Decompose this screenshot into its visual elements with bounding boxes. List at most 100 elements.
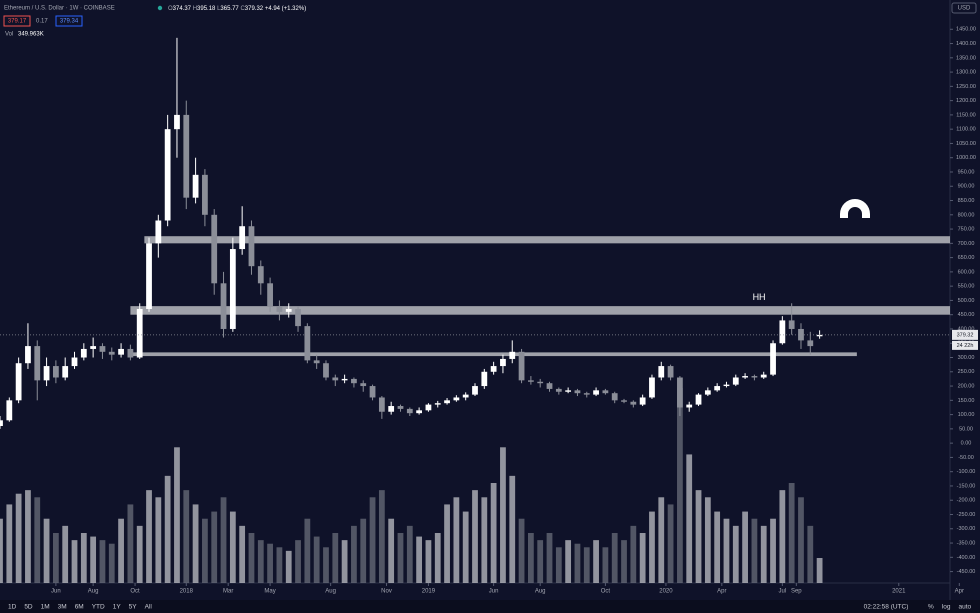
candle-body bbox=[257, 266, 264, 284]
volume-bar bbox=[239, 525, 246, 583]
candle-body bbox=[527, 380, 534, 382]
volume-bar bbox=[723, 518, 730, 583]
range-button[interactable]: All bbox=[145, 604, 153, 611]
volume-bar bbox=[574, 543, 581, 583]
range-button[interactable]: 5Y bbox=[129, 604, 138, 611]
volume-bar bbox=[351, 525, 357, 583]
candle-body bbox=[555, 388, 562, 392]
candle-body bbox=[537, 381, 544, 384]
candle-body bbox=[295, 308, 301, 327]
y-tick-label: -50.00 bbox=[958, 455, 974, 461]
candle-body bbox=[313, 360, 320, 364]
sell-box[interactable] bbox=[3, 15, 31, 27]
candle-body bbox=[108, 351, 115, 355]
range-button[interactable]: 1Y bbox=[113, 604, 122, 611]
y-tick-label: 1150.00 bbox=[956, 112, 975, 118]
y-tick-label: -250.00 bbox=[957, 512, 976, 518]
volume-bar bbox=[62, 525, 69, 583]
volume-bar bbox=[146, 490, 152, 583]
x-tick-label: Jun bbox=[489, 589, 499, 595]
range-button[interactable]: YTD bbox=[92, 604, 105, 611]
volume-bar bbox=[751, 518, 758, 583]
volume-bar bbox=[99, 540, 106, 583]
y-tick-label: 1350.00 bbox=[956, 55, 976, 61]
candle-body bbox=[15, 363, 22, 401]
volume-bar bbox=[779, 490, 786, 583]
candle-body bbox=[649, 377, 655, 398]
candle-body bbox=[779, 320, 786, 344]
candle-body bbox=[546, 383, 553, 389]
y-tick-label: 0.00 bbox=[961, 441, 972, 447]
annotation: HH bbox=[753, 292, 766, 302]
volume-bar bbox=[378, 490, 385, 583]
candle-body bbox=[136, 308, 143, 358]
volume-bar bbox=[388, 518, 395, 583]
volume-bar bbox=[164, 475, 171, 583]
volume-bar bbox=[472, 490, 478, 583]
scale-option[interactable]: % bbox=[928, 604, 934, 611]
candle-body bbox=[770, 343, 776, 375]
y-tick-label: 750.00 bbox=[958, 227, 975, 233]
prefix: H bbox=[193, 6, 197, 12]
volume-bar bbox=[285, 550, 292, 583]
y-tick-label: 1200.00 bbox=[956, 98, 976, 104]
volume-bar bbox=[34, 497, 41, 583]
sell-price[interactable]: 379.17 bbox=[8, 19, 27, 25]
range-button[interactable]: 3M bbox=[58, 604, 67, 611]
y-tick-label: -200.00 bbox=[957, 498, 976, 504]
y-tick-label: 700.00 bbox=[958, 241, 975, 247]
volume-bar bbox=[798, 497, 804, 583]
volume-bar bbox=[760, 525, 767, 583]
candle-body bbox=[686, 404, 693, 408]
range-button[interactable]: 5D bbox=[24, 604, 33, 611]
x-tick-label: Jul bbox=[779, 589, 787, 595]
countdown: 24 22h bbox=[957, 343, 974, 349]
volume-bar bbox=[406, 525, 413, 583]
candle-body bbox=[732, 377, 739, 385]
scale-option[interactable]: log bbox=[942, 604, 951, 611]
toolbar bbox=[0, 600, 980, 613]
volume-bar bbox=[52, 533, 59, 583]
buy-box[interactable] bbox=[55, 15, 83, 27]
range-button[interactable]: 6M bbox=[75, 604, 84, 611]
x-tick-label: May bbox=[264, 589, 275, 595]
ohlc-line: O374.37 H395.18 L365.77 C379.32 +4.94 (+… bbox=[168, 6, 306, 12]
volume-bar bbox=[593, 540, 599, 583]
candle-body bbox=[723, 384, 730, 387]
volume-bar bbox=[546, 533, 553, 583]
market-status bbox=[157, 5, 163, 11]
y-tick-label: -450.00 bbox=[957, 569, 976, 575]
volume-bar bbox=[295, 540, 301, 583]
scale-option[interactable]: auto bbox=[958, 604, 971, 611]
range-button[interactable]: 1M bbox=[41, 604, 50, 611]
candle-body bbox=[71, 357, 78, 367]
candle-body bbox=[220, 283, 227, 329]
prefix: O bbox=[168, 6, 173, 12]
volume-bar bbox=[732, 525, 739, 583]
buy-price[interactable]: 379.34 bbox=[60, 19, 79, 25]
change: +4.94 (+1.32%) bbox=[265, 6, 306, 12]
volume-bar bbox=[360, 518, 367, 583]
candle-body bbox=[807, 340, 814, 347]
volume-bar bbox=[686, 454, 693, 583]
volume-bar bbox=[742, 511, 748, 583]
candle-body bbox=[639, 397, 646, 405]
candle-body bbox=[742, 376, 748, 378]
candle-body bbox=[285, 308, 292, 312]
candle-body bbox=[174, 114, 180, 130]
range-button[interactable]: 1D bbox=[8, 604, 17, 611]
candle-body bbox=[146, 243, 152, 309]
candle-body bbox=[304, 326, 311, 361]
y-tick-label: 1400.00 bbox=[956, 41, 976, 47]
price-label-box bbox=[952, 329, 978, 340]
currency: USD bbox=[958, 6, 971, 12]
y-tick-label: 1100.00 bbox=[956, 127, 975, 133]
candle-body bbox=[677, 377, 683, 408]
volume-bar bbox=[704, 497, 711, 583]
volume-bar bbox=[25, 490, 31, 583]
y-tick-label: 650.00 bbox=[958, 255, 975, 261]
volume-bar bbox=[453, 497, 460, 583]
volume-bar bbox=[416, 536, 423, 583]
volume-bar bbox=[695, 490, 702, 583]
volume-bar bbox=[490, 483, 497, 583]
